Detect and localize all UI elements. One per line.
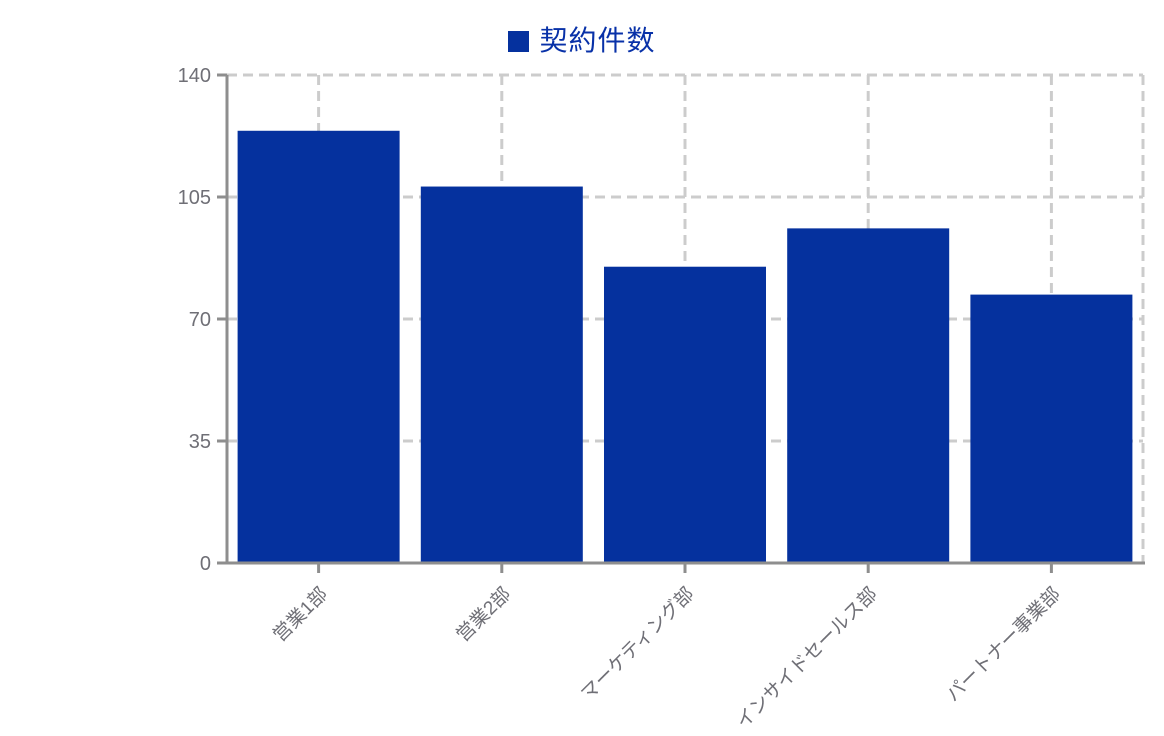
y-axis-tick-label-140: 140 (178, 65, 211, 87)
x-axis-label-4: パートナー事業部 (942, 583, 1065, 706)
chart-legend: 契約件数 (0, 27, 1164, 55)
legend-swatch-icon (508, 30, 530, 52)
x-axis-label-0: 営業1部 (269, 583, 332, 646)
y-axis-tick-label-0: 0 (200, 553, 211, 575)
x-axis-label-3: インサイドセールス部 (732, 583, 882, 733)
y-axis-tick-label-35: 35 (189, 431, 211, 453)
legend-label: 契約件数 (539, 25, 656, 56)
bar-2[interactable] (604, 266, 766, 563)
bar-0[interactable] (237, 130, 400, 563)
y-axis-tick-label-105: 105 (178, 187, 211, 209)
y-axis-tick-label-70: 70 (189, 309, 211, 331)
legend-item-contracts[interactable]: 契約件数 (508, 27, 655, 55)
bar-4[interactable] (970, 294, 1133, 563)
bar-3[interactable] (787, 228, 950, 563)
bar-1[interactable] (420, 186, 583, 564)
x-axis-label-1: 営業2部 (452, 583, 515, 646)
x-axis-label-2: マーケティング部 (577, 583, 699, 705)
